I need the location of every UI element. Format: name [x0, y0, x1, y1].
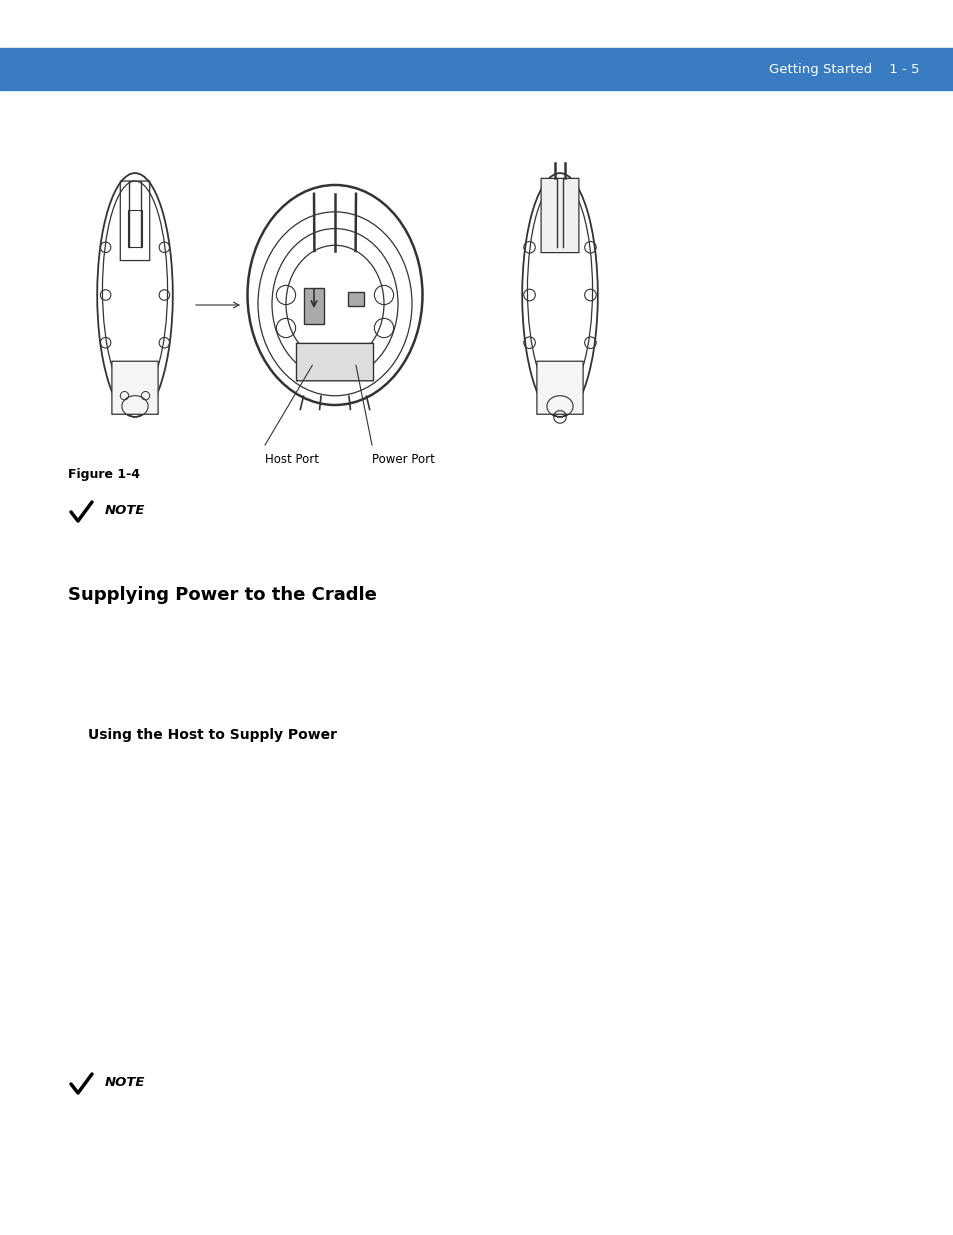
Text: Using the Host to Supply Power: Using the Host to Supply Power: [88, 727, 336, 742]
Text: Getting Started    1 - 5: Getting Started 1 - 5: [769, 63, 919, 75]
Text: Power Port: Power Port: [372, 453, 435, 466]
FancyBboxPatch shape: [537, 362, 582, 414]
Text: NOTE: NOTE: [105, 504, 145, 517]
FancyBboxPatch shape: [304, 288, 324, 324]
Text: NOTE: NOTE: [105, 1076, 145, 1089]
Bar: [0, 0, 953, 48]
FancyBboxPatch shape: [296, 343, 374, 380]
Bar: [0, 48, 953, 90]
FancyBboxPatch shape: [540, 178, 578, 253]
FancyBboxPatch shape: [348, 291, 364, 306]
Bar: [128, 210, 142, 247]
FancyBboxPatch shape: [112, 362, 158, 414]
Text: Host Port: Host Port: [265, 453, 318, 466]
Text: Figure 1-4: Figure 1-4: [68, 468, 140, 480]
Text: Supplying Power to the Cradle: Supplying Power to the Cradle: [68, 585, 376, 604]
